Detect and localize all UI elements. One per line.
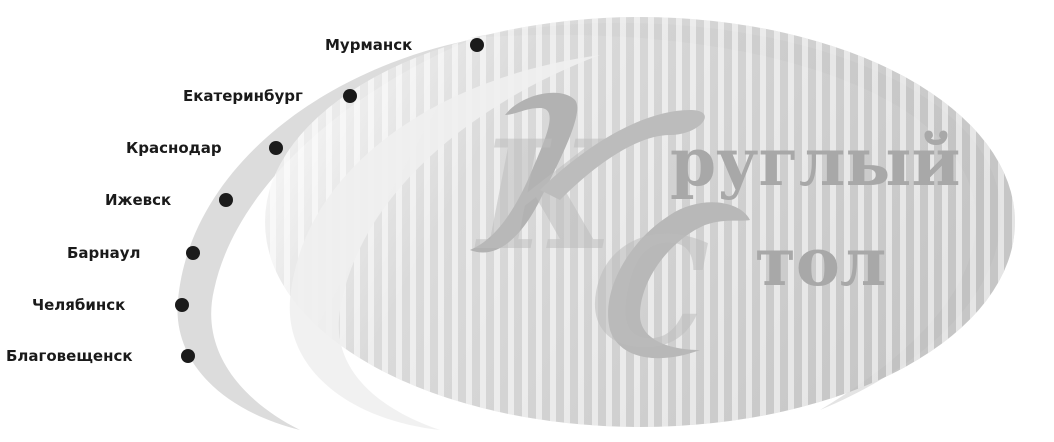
city-dot-ekaterinburg (343, 89, 357, 103)
ellipse-stripe (998, 17, 1004, 427)
ellipse-stripe (746, 17, 752, 427)
ellipse-stripe (788, 17, 794, 427)
city-dot-blagoveshchensk (181, 349, 195, 363)
ellipse-stripe (480, 17, 486, 427)
letter-s-stroke (608, 202, 750, 359)
ellipse-stripe (550, 17, 556, 427)
ellipse-stripe (942, 17, 948, 427)
ellipse-stripe (578, 17, 584, 427)
logo-initial-k: К (474, 108, 617, 284)
ellipse-stripe (466, 17, 472, 427)
ellipse-stripe (984, 17, 990, 427)
ellipse-stripe (718, 17, 724, 427)
city-label-barnaul: Барнаул (67, 244, 141, 262)
city-dot-barnaul (186, 246, 200, 260)
ellipse-stripe (592, 17, 598, 427)
ellipse-stripe (648, 17, 654, 427)
logo-initial-s: С (590, 205, 709, 381)
ellipse-stripe (886, 17, 892, 427)
ellipse-stripe (914, 17, 920, 427)
ellipse-stripe (494, 17, 500, 427)
ellipse-stripe (872, 17, 878, 427)
city-label-murmansk: Мурманск (325, 36, 413, 54)
ellipse-stripe (970, 17, 976, 427)
ellipse-stripe (410, 17, 416, 427)
ellipse-stripe (382, 17, 388, 427)
logo-word-2: тол (755, 223, 886, 301)
ellipse-stripe (606, 17, 612, 427)
ellipse-stripe (802, 17, 808, 427)
ellipse-stripe (564, 17, 570, 427)
city-label-chelyabinsk: Челябинск (32, 296, 126, 314)
ellipse-stripe (284, 17, 290, 427)
ellipse-stripe (620, 17, 626, 427)
ellipse-stripe (956, 17, 962, 427)
ellipse-stripe (396, 17, 402, 427)
city-dot-izhevsk (219, 193, 233, 207)
city-dot-chelyabinsk (175, 298, 189, 312)
ellipse-stripe (760, 17, 766, 427)
ellipse-stripe (816, 17, 822, 427)
ellipse-stripe (1012, 17, 1015, 427)
city-dot-murmansk (470, 38, 484, 52)
city-label-blagoveshchensk: Благовещенск (6, 347, 133, 365)
letter-k-stroke (470, 92, 578, 253)
ellipse-stripe (270, 17, 276, 427)
ellipse-stripe (928, 17, 934, 427)
ellipse-stripe (536, 17, 542, 427)
inner-swoosh (289, 55, 600, 430)
city-dot-krasnodar (269, 141, 283, 155)
ellipse-stripe (634, 17, 640, 427)
city-label-krasnodar: Краснодар (126, 139, 222, 157)
ellipse-stripe (858, 17, 864, 427)
letter-k-arm (540, 110, 705, 200)
ellipse-stripe (830, 17, 836, 427)
logo-word-1: руглый (670, 123, 961, 201)
ellipse-stripe (424, 17, 430, 427)
city-label-ekaterinburg: Екатеринбург (183, 87, 303, 105)
city-label-izhevsk: Ижевск (105, 191, 172, 209)
ellipse-stripe (298, 17, 304, 427)
ellipse-stripe (844, 17, 850, 427)
ellipse-stripe (774, 17, 780, 427)
ellipse-stripe (438, 17, 444, 427)
ellipse-stripe (452, 17, 458, 427)
ellipse-stripe (732, 17, 738, 427)
ellipse-stripe (900, 17, 906, 427)
